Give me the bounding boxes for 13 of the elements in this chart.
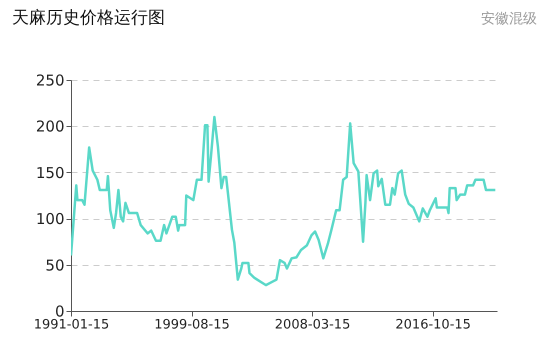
y-tick-label: 250 — [36, 72, 64, 90]
line-series — [71, 116, 497, 286]
x-tick-label: 1991-01-15 — [34, 318, 110, 332]
y-tick-label: 100 — [36, 210, 64, 228]
y-tick-label: 200 — [36, 118, 64, 136]
y-tick-label: 0 — [54, 302, 64, 320]
x-tick-label: 2008-03-15 — [274, 318, 350, 332]
y-tick-label: 50 — [45, 256, 64, 274]
y-tick-label: 150 — [36, 164, 64, 182]
x-tick-label: 2016-10-15 — [395, 318, 471, 332]
chart-title: 天麻历史价格运行图 — [12, 8, 165, 28]
chart-subtitle: 安徽混级 — [481, 11, 537, 27]
x-tick-label: 1999-08-15 — [154, 318, 230, 332]
